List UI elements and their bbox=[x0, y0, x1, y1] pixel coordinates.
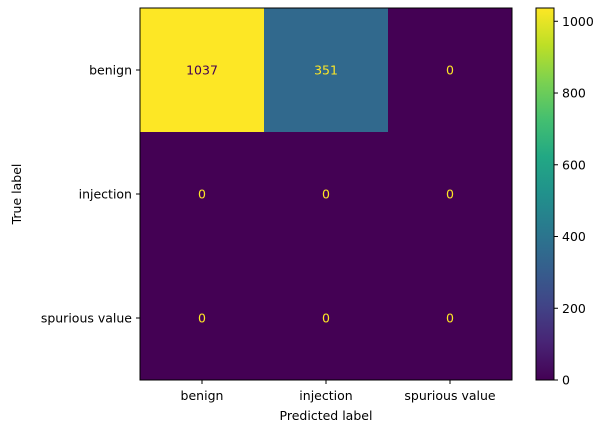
cell-value-label: 0 bbox=[446, 187, 454, 202]
cell-value-label: 0 bbox=[198, 187, 206, 202]
colorbar-tick-label: 600 bbox=[562, 157, 586, 172]
heatmap-cell bbox=[140, 8, 265, 133]
heatmap-cell bbox=[388, 132, 513, 257]
cell-value-label: 0 bbox=[446, 311, 454, 326]
cell-value-label: 1037 bbox=[186, 63, 218, 78]
cell-value-label: 0 bbox=[322, 311, 330, 326]
heatmap-cell bbox=[388, 256, 513, 381]
colorbar-tick-label: 200 bbox=[562, 301, 586, 316]
x-tick-label: benign bbox=[181, 388, 224, 403]
colorbar-tick-label: 800 bbox=[562, 86, 586, 101]
cell-value-label: 351 bbox=[314, 63, 338, 78]
colorbar-tick-label: 1000 bbox=[562, 14, 594, 29]
x-axis-title: Predicted label bbox=[280, 408, 373, 423]
colorbar-ticks: 0 200 400 600 800 1000 bbox=[554, 14, 594, 388]
heatmap-cell-labels: 1037 351 0 0 0 0 0 0 0 bbox=[186, 63, 454, 326]
x-tick-label: injection bbox=[299, 388, 352, 403]
y-axis-title: True label bbox=[9, 164, 24, 226]
colorbar bbox=[535, 7, 555, 381]
x-tick-label: spurious value bbox=[404, 388, 495, 403]
cell-value-label: 0 bbox=[322, 187, 330, 202]
colorbar-tick-label: 400 bbox=[562, 229, 586, 244]
heatmap-cell bbox=[140, 132, 265, 257]
cell-value-label: 0 bbox=[198, 311, 206, 326]
y-tick-label: injection bbox=[79, 187, 132, 202]
heatmap-cells bbox=[140, 8, 513, 381]
heatmap-cell bbox=[264, 132, 389, 257]
colorbar-tick-label: 0 bbox=[562, 373, 570, 388]
heatmap-cell bbox=[140, 256, 265, 381]
y-tick-label: benign bbox=[89, 63, 132, 78]
heatmap-cell bbox=[388, 8, 513, 133]
x-axis-ticks: benign injection spurious value bbox=[181, 380, 496, 403]
y-tick-label: spurious value bbox=[41, 311, 132, 326]
heatmap-cell bbox=[264, 256, 389, 381]
heatmap-cell bbox=[264, 8, 389, 133]
cell-value-label: 0 bbox=[446, 63, 454, 78]
y-axis-ticks: benign injection spurious value bbox=[41, 63, 140, 326]
